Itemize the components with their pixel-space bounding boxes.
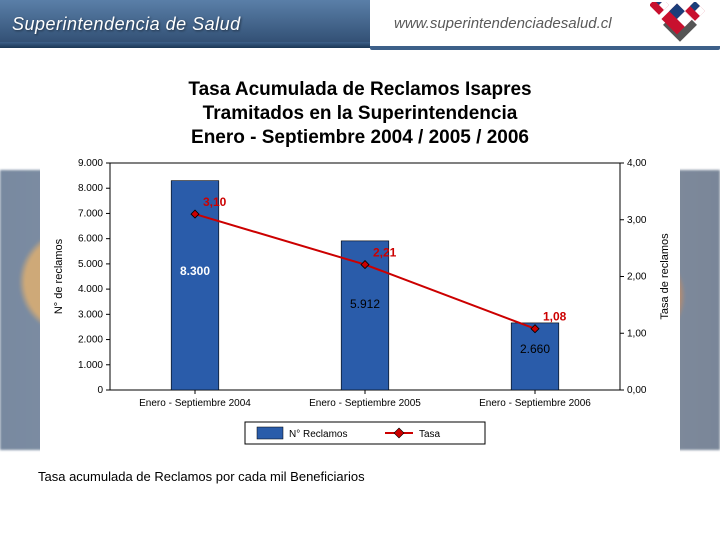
header-brand-bar: Superintendencia de Salud: [0, 0, 370, 48]
svg-text:Enero - Septiembre 2005: Enero - Septiembre 2005: [309, 398, 421, 409]
org-name: Superintendencia de Salud: [12, 14, 241, 35]
svg-text:2.660: 2.660: [520, 342, 550, 356]
svg-text:Enero - Septiembre 2004: Enero - Septiembre 2004: [139, 398, 251, 409]
svg-text:2,21: 2,21: [373, 246, 397, 260]
svg-text:8.300: 8.300: [180, 264, 210, 278]
svg-text:3,10: 3,10: [203, 195, 227, 209]
header-right: www.superintendenciadesalud.cl: [370, 0, 720, 48]
svg-text:4,00: 4,00: [627, 158, 647, 169]
svg-text:5.912: 5.912: [350, 297, 380, 311]
title-line1: Tasa Acumulada de Reclamos Isapres: [0, 78, 720, 102]
svg-text:2,00: 2,00: [627, 272, 647, 283]
footnote: Tasa acumulada de Reclamos por cada mil …: [38, 469, 720, 484]
site-url: www.superintendenciadesalud.cl: [394, 15, 612, 32]
svg-text:6.000: 6.000: [78, 234, 103, 245]
svg-text:2.000: 2.000: [78, 335, 103, 346]
svg-text:4.000: 4.000: [78, 284, 103, 295]
svg-text:7.000: 7.000: [78, 209, 103, 220]
svg-text:8.000: 8.000: [78, 183, 103, 194]
svg-text:N° Reclamos: N° Reclamos: [289, 429, 347, 440]
svg-text:3.000: 3.000: [78, 310, 103, 321]
chile-diamond-logo: [650, 2, 706, 44]
svg-text:5.000: 5.000: [78, 259, 103, 270]
combo-chart: 0 1.000 2.000 3.000 4.000 5.000 6.000 7.000 8.00…: [40, 155, 680, 455]
title-line2: Tramitados en la Superintendencia: [0, 102, 720, 126]
svg-text:Enero - Septiembre 2006: Enero - Septiembre 2006: [479, 398, 591, 409]
title-line3: Enero - Septiembre 2004 / 2005 / 2006: [0, 126, 720, 150]
svg-text:0: 0: [97, 385, 103, 396]
svg-text:Tasa de reclamos: Tasa de reclamos: [659, 233, 671, 320]
chart-title: Tasa Acumulada de Reclamos Isapres Trami…: [0, 78, 720, 149]
page-header: Superintendencia de Salud www.superinten…: [0, 0, 720, 48]
svg-text:Tasa: Tasa: [419, 429, 441, 440]
svg-text:9.000: 9.000: [78, 158, 103, 169]
svg-text:N° de reclamos: N° de reclamos: [53, 239, 65, 315]
svg-text:0,00: 0,00: [627, 385, 647, 396]
svg-text:3,00: 3,00: [627, 215, 647, 226]
svg-text:1,00: 1,00: [627, 329, 647, 340]
svg-text:1,08: 1,08: [543, 310, 567, 324]
svg-text:1.000: 1.000: [78, 360, 103, 371]
